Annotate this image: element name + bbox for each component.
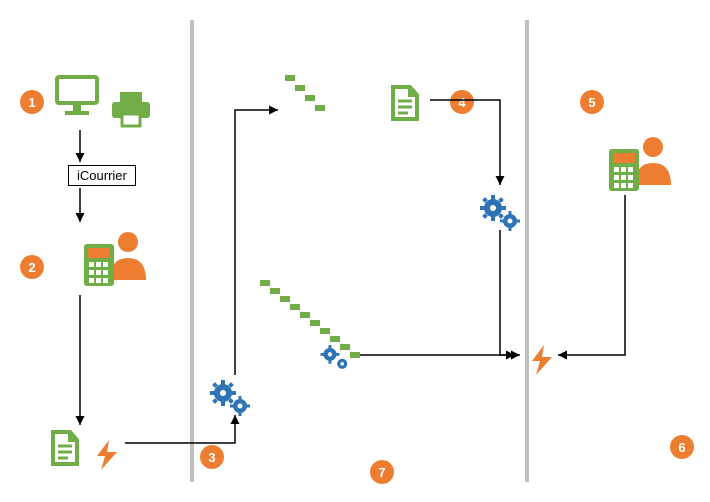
calc-user-icon [605,135,675,195]
document-icon [390,85,420,121]
monitor-icon [55,75,99,117]
calc-user-icon [80,230,150,290]
printer-icon [110,90,152,128]
step-badge-7: 7 [370,460,394,484]
step-badge-label: 1 [28,95,35,110]
step-badge-label: 2 [28,260,35,275]
document-icon [50,430,80,466]
step-badge-label: 7 [378,465,385,480]
bolt-icon [530,345,554,375]
step-badge-4: 4 [450,90,474,114]
gears-icon [210,380,250,416]
label-icourrier: iCourrier [68,165,136,186]
bolt-icon [95,440,119,470]
step-badge-label: 4 [458,95,465,110]
step-badge-label: 5 [588,95,595,110]
divider-left [190,20,194,482]
step-badge-label: 3 [208,450,215,465]
step-badge-label: 6 [678,440,685,455]
step-badge-6: 6 [670,435,694,459]
divider-right [525,20,529,482]
step-badge-2: 2 [20,255,44,279]
gears-icon [480,195,520,231]
label-icourrier-text: iCourrier [77,168,127,183]
step-badge-5: 5 [580,90,604,114]
step-badge-1: 1 [20,90,44,114]
step-badge-3: 3 [200,445,224,469]
